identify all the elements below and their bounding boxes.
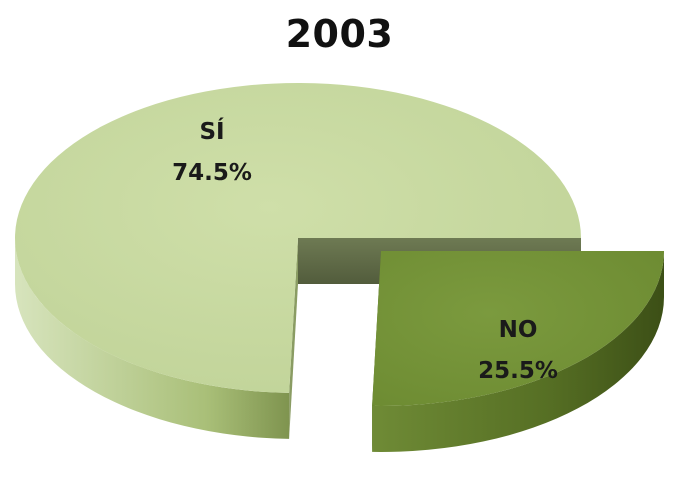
no-slice-side — [372, 251, 664, 452]
chart-title: 2003 — [285, 12, 394, 56]
no-slice-top — [372, 251, 664, 406]
si-slice-top — [14, 82, 581, 393]
no-slice-label: NO — [499, 317, 538, 343]
no-slice-value-label: 25.5% — [478, 358, 558, 384]
si-slice-side — [15, 238, 290, 439]
si-slice-value-label: 74.5% — [172, 160, 252, 186]
si-slice-cut-face — [289, 238, 298, 439]
si-slice-label: SÍ — [199, 117, 224, 145]
